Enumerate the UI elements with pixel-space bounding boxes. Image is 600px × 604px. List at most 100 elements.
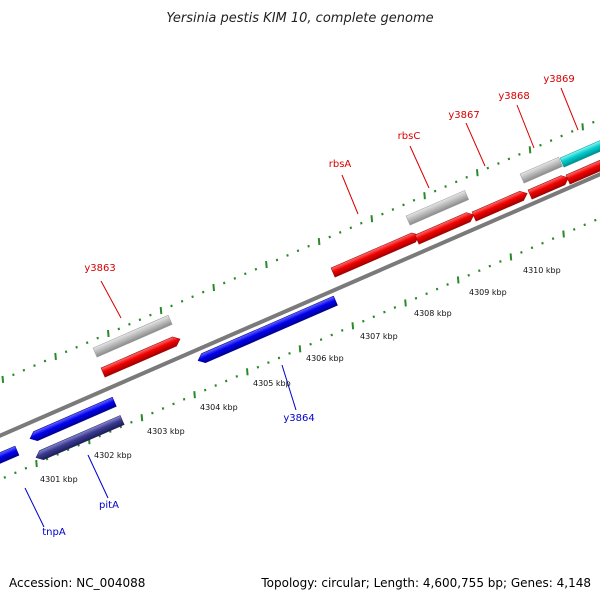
outer-track-minor-tick	[351, 227, 352, 229]
inner-track-minor-tick	[268, 362, 269, 364]
outer-track-minor-tick	[466, 176, 467, 178]
outer-track-minor-tick	[24, 369, 25, 371]
inner-track-minor-tick	[447, 283, 448, 285]
gene-labels: y3863 rbsA rbsC y3867 y3868 y3869 y3864 …	[42, 74, 574, 538]
outer-track-major-tick	[530, 146, 531, 153]
inner-track-minor-tick	[521, 251, 522, 253]
inner-track-minor-tick	[215, 384, 216, 386]
inner-track-minor-tick	[163, 407, 164, 409]
inner-track-minor-tick	[131, 421, 132, 423]
gene-label-rbsa[interactable]: rbsA	[329, 159, 352, 170]
outer-track-minor-tick	[561, 135, 562, 137]
inner-track-minor-tick	[321, 339, 322, 341]
gene-label-y3864[interactable]: y3864	[283, 413, 314, 424]
outer-track-minor-tick	[488, 167, 489, 169]
inner-track-minor-tick	[5, 476, 6, 478]
gene-label-rbsc[interactable]: rbsC	[398, 131, 421, 142]
outer-track-major-tick	[3, 376, 4, 383]
outer-track-minor-tick	[140, 319, 141, 321]
outer-track-major-tick	[266, 261, 267, 268]
outer-track-minor-tick	[277, 259, 278, 261]
outer-track-major-tick	[582, 123, 583, 130]
kbp-label-4303: 4303 kbp	[147, 427, 185, 436]
outer-track-major-tick	[55, 353, 56, 360]
outer-track-minor-tick	[382, 213, 383, 215]
inner-track-minor-tick	[15, 472, 16, 474]
inner-track-minor-tick	[374, 316, 375, 318]
outer-track-minor-tick	[393, 208, 394, 210]
outer-track-minor-tick	[119, 328, 120, 330]
outer-track-minor-tick	[540, 144, 541, 146]
outer-track-minor-tick	[13, 374, 14, 376]
inner-track-minor-tick	[258, 366, 259, 368]
outer-track-major-tick	[319, 238, 320, 245]
kbp-label-4310: 4310 kbp	[523, 266, 561, 275]
outer-track-major-tick	[372, 215, 373, 222]
inner-track-minor-tick	[363, 320, 364, 322]
inner-track-minor-tick	[416, 297, 417, 299]
outer-track-minor-tick	[298, 250, 299, 252]
outer-track-minor-tick	[340, 231, 341, 233]
gene-label-tnpa[interactable]: tnpA	[42, 527, 66, 538]
outer-track-minor-tick	[593, 121, 594, 123]
outer-track-minor-tick	[87, 342, 88, 344]
outer-track-minor-tick	[456, 181, 457, 183]
outer-track-minor-tick	[519, 153, 520, 155]
inner-track-major-tick	[458, 276, 459, 283]
inner-track-minor-tick	[426, 293, 427, 295]
outer-track-minor-tick	[150, 314, 151, 316]
gene-label-pita[interactable]: pitA	[99, 500, 119, 511]
outer-track-minor-tick	[235, 277, 236, 279]
gene-label-leaders	[25, 88, 578, 527]
inner-track-major-tick	[511, 253, 512, 260]
gene-label-y3869[interactable]: y3869	[543, 74, 574, 85]
inner-track-minor-tick	[479, 270, 480, 272]
inner-track-minor-tick	[310, 343, 311, 345]
outer-track-major-tick	[161, 307, 162, 314]
outer-track-minor-tick	[224, 282, 225, 284]
inner-track-minor-tick	[26, 467, 27, 469]
outer-track-minor-tick	[34, 365, 35, 367]
inner-track-minor-tick	[279, 357, 280, 359]
genome-backbone	[0, 170, 600, 440]
inner-track-minor-tick	[152, 412, 153, 414]
inner-track-minor-tick	[384, 311, 385, 313]
inner-track-minor-tick	[395, 306, 396, 308]
outer-track-minor-tick	[182, 300, 183, 302]
outer-track-minor-tick	[76, 346, 77, 348]
outer-track-minor-tick	[509, 158, 510, 160]
outer-track-minor-tick	[403, 204, 404, 206]
outer-track-minor-tick	[245, 273, 246, 275]
inner-track-major-tick	[142, 414, 143, 421]
outer-track-minor-tick	[97, 337, 98, 339]
inner-track-minor-tick	[500, 260, 501, 262]
inner-track-major-tick	[247, 368, 248, 375]
outer-track-minor-tick	[329, 236, 330, 238]
outer-track-minor-tick	[445, 185, 446, 187]
inner-track-major-tick	[36, 460, 37, 467]
genome-summary-text: Topology: circular; Length: 4,600,755 bp…	[260, 576, 591, 590]
outer-track-minor-tick	[287, 254, 288, 256]
outer-track-minor-tick	[129, 323, 130, 325]
gene-label-y3868[interactable]: y3868	[498, 91, 529, 102]
kbp-label-4309: 4309 kbp	[469, 288, 507, 297]
inner-track-major-tick	[353, 322, 354, 329]
kbp-label-4308: 4308 kbp	[414, 309, 452, 318]
inner-track-major-tick	[300, 345, 301, 352]
outer-track-minor-tick	[45, 360, 46, 362]
gene-y3869-cyan[interactable]	[560, 130, 600, 167]
gene-label-y3867[interactable]: y3867	[448, 110, 479, 121]
inner-track-minor-tick	[553, 238, 554, 240]
outer-track-minor-tick	[192, 296, 193, 298]
inner-track-minor-tick	[173, 403, 174, 405]
inner-track-major-tick	[563, 231, 564, 238]
outer-track-minor-tick	[308, 245, 309, 247]
gene-label-y3863[interactable]: y3863	[84, 263, 115, 274]
inner-track-minor-tick	[468, 274, 469, 276]
gene-tnpa[interactable]	[0, 446, 19, 479]
inner-track-major-tick	[194, 391, 195, 398]
outer-track-minor-tick	[435, 190, 436, 192]
inner-track-minor-tick	[205, 389, 206, 391]
